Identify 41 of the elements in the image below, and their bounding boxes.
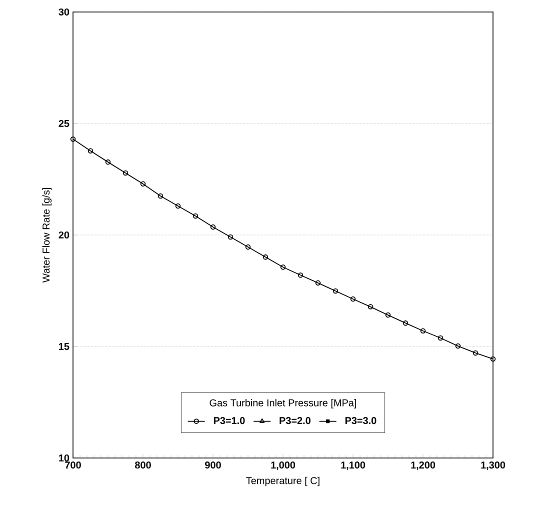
- point: [105, 159, 111, 165]
- point: [298, 272, 304, 278]
- point: [245, 244, 251, 250]
- legend-label: P3=1.0: [214, 417, 245, 424]
- x-tick-label: 1,200: [411, 462, 436, 470]
- point: [262, 254, 268, 260]
- y-tick-label: 10: [59, 454, 70, 462]
- point: [122, 170, 128, 176]
- legend-title: Gas Turbine Inlet Pressure [MPa]: [210, 399, 356, 408]
- x-tick-label: 1,100: [341, 462, 366, 470]
- x-tick-label: 700: [65, 462, 81, 469]
- point: [315, 280, 321, 286]
- point: [175, 203, 181, 209]
- y-tick-label: 20: [58, 231, 70, 239]
- y-tick-label: 25: [58, 120, 70, 128]
- point: [472, 350, 478, 356]
- x-tick-label: 1,000: [271, 462, 296, 470]
- point: [332, 288, 338, 294]
- x-tick-label: 800: [135, 462, 151, 469]
- legend-label: P3=3.0: [345, 417, 376, 424]
- point: [368, 304, 374, 310]
- point: [280, 264, 286, 270]
- point: [140, 181, 146, 187]
- x-tick-label: 1,300: [481, 462, 506, 470]
- x-tick-label: 900: [205, 462, 221, 469]
- legend-label: P3=2.0: [280, 417, 310, 424]
- point: [420, 328, 426, 334]
- y-axis-title: Water Flow Rate [g/s]: [42, 188, 52, 283]
- point: [192, 213, 198, 219]
- point: [438, 335, 444, 341]
- point: [210, 224, 216, 230]
- y-tick-label: 30: [58, 8, 70, 16]
- point: [228, 234, 234, 240]
- x-axis-title: Temperature [ C]: [246, 476, 320, 486]
- point: [88, 148, 94, 154]
- point: [402, 320, 408, 326]
- y-tick-label: 15: [59, 343, 70, 350]
- point: [455, 343, 461, 349]
- point: [385, 312, 391, 318]
- point: [158, 193, 164, 199]
- point: [350, 296, 356, 302]
